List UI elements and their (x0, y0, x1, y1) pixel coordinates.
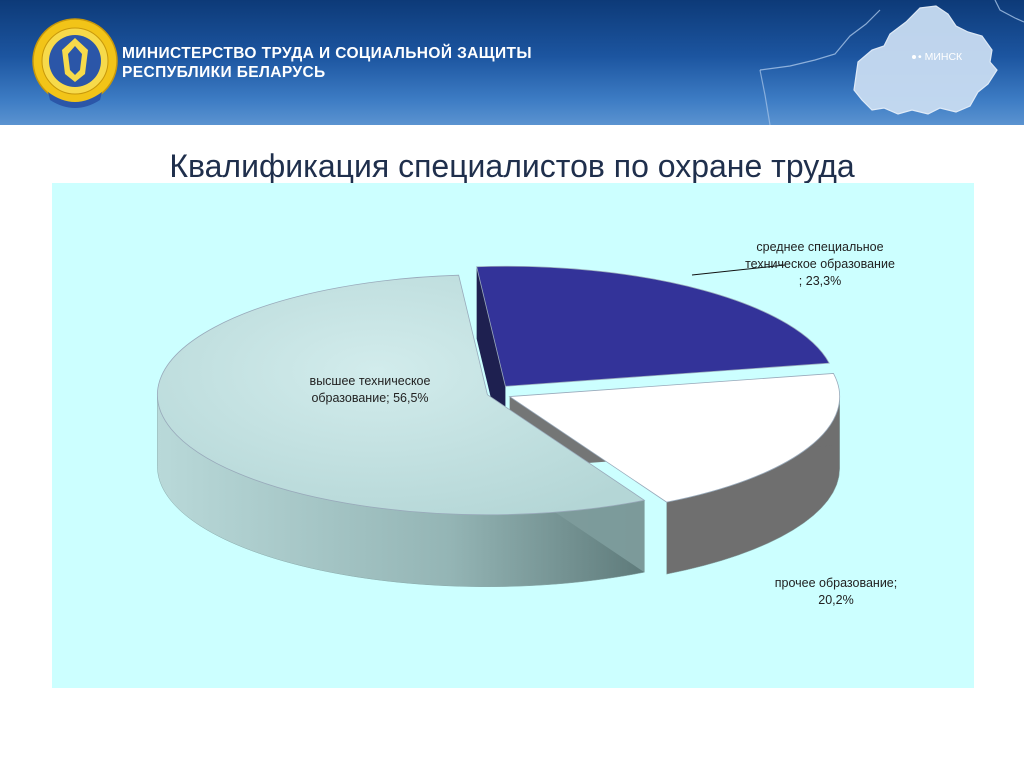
pie-slice-label-3: высшее техническое образование; 56,5% (310, 374, 431, 405)
pie-slice-label-line: прочее образование; (775, 576, 897, 590)
organization-name-line1: МИНИСТЕРСТВО ТРУДА И СОЦИАЛЬНОЙ ЗАЩИТЫ (122, 45, 532, 62)
pie-slice-label-2: прочее образование; 20,2% (775, 576, 897, 607)
city-bullet-icon: • (918, 51, 925, 63)
pie-slice-label-line: среднее специальное (756, 240, 883, 254)
pie-chart: среднее специальное техническое образован… (157, 240, 897, 607)
pie-slice-1 (476, 265, 830, 387)
pie-slice-label-line: образование; 56,5% (311, 391, 428, 405)
pie-slice-label-line: техническое образование (745, 257, 895, 271)
minsk-dot-icon (912, 55, 916, 59)
map-city-name: МИНСК (924, 51, 963, 63)
ministry-emblem-logo (32, 18, 118, 108)
pie-leader-line-1 (691, 264, 786, 276)
map-city-label: • МИНСК (918, 51, 962, 63)
organization-name: МИНИСТЕРСТВО ТРУДА И СОЦИАЛЬНОЙ ЗАЩИТЫ Р… (122, 44, 532, 82)
pie-slice-label-line: 20,2% (818, 593, 853, 607)
belarus-map-shape (853, 5, 998, 115)
header-banner: МИНИСТЕРСТВО ТРУДА И СОЦИАЛЬНОЙ ЗАЩИТЫ Р… (0, 0, 1024, 125)
organization-name-line2: РЕСПУБЛИКИ БЕЛАРУСЬ (122, 64, 326, 81)
belarus-map-graphic (759, 0, 1024, 125)
slide-title: Квалификация специалистов по охране труд… (169, 148, 855, 184)
chart-area: среднее специальное техническое образован… (52, 183, 974, 688)
pie-slice-label-line: высшее техническое (310, 374, 431, 388)
pie-slice-2 (508, 373, 841, 503)
pie-slice-label-1: среднее специальное техническое образован… (745, 240, 895, 288)
pie-slice-label-line: ; 23,3% (799, 274, 841, 288)
pie-slice-3 (157, 274, 646, 516)
